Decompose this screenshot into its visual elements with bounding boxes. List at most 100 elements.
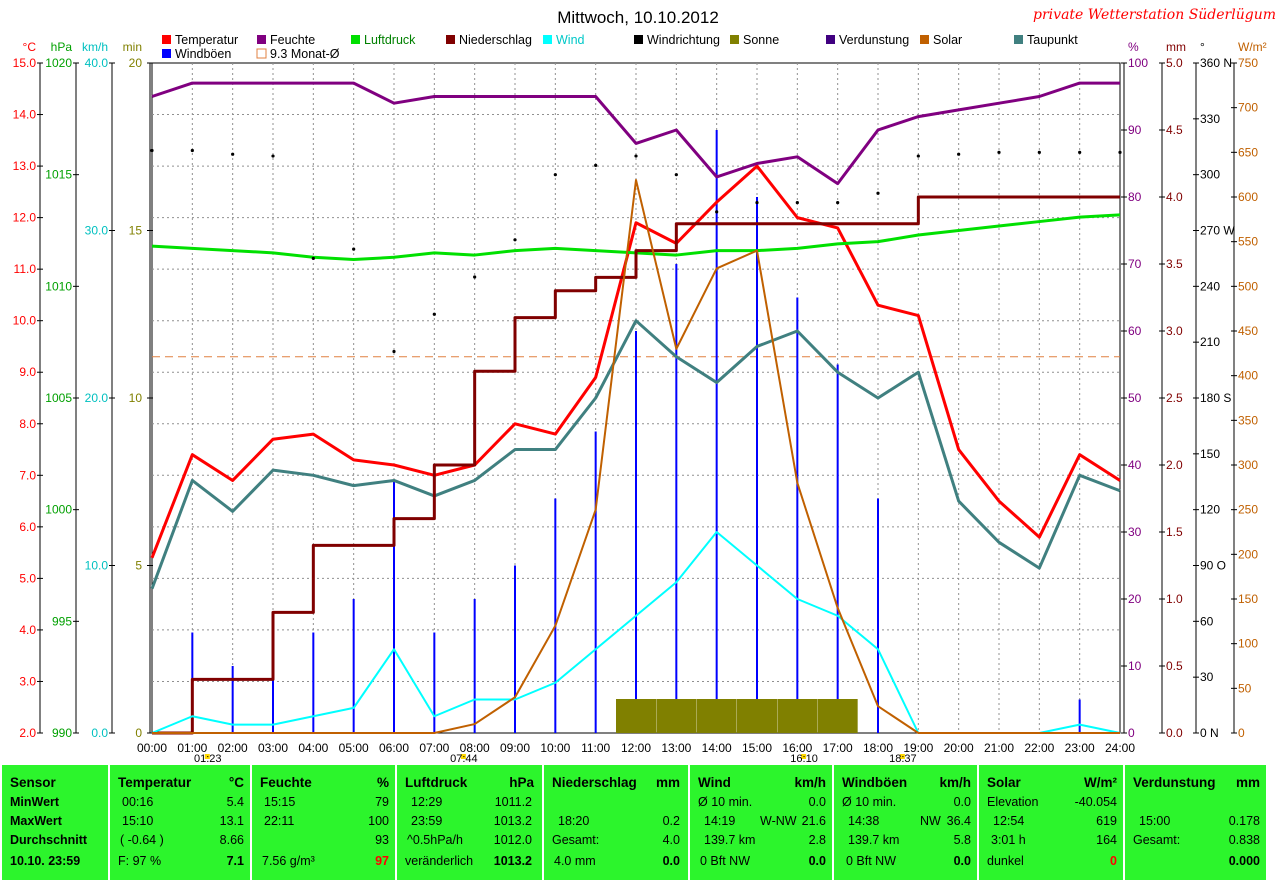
- x-tick-label: 17:00: [823, 741, 853, 755]
- solar-tick-label: 150: [1238, 592, 1258, 606]
- solar-tick-label: 750: [1238, 56, 1258, 70]
- wind-min-label: Ø 10 min.: [698, 795, 753, 809]
- wind-direction-point: [432, 312, 436, 316]
- dir-tick-label: 30: [1200, 670, 1214, 684]
- dir-tick-label: 300: [1200, 168, 1220, 182]
- solar-tick-label: 700: [1238, 101, 1258, 115]
- wind-direction-point: [876, 191, 880, 195]
- temp-tick-label: 14.0: [13, 108, 37, 122]
- dir-tick-label: 330: [1200, 112, 1220, 126]
- wind-direction-point: [513, 238, 517, 242]
- x-tick-label: 08:00: [460, 741, 490, 755]
- press-max-val: 1013.2: [493, 814, 532, 828]
- legend-swatch: [257, 35, 266, 44]
- time-marker-label: 16:10: [790, 753, 818, 762]
- gust-avg-val: 5.8: [953, 833, 971, 847]
- wind-tick-label: 30.0: [85, 224, 109, 238]
- press-tick-label: 1015: [45, 168, 72, 182]
- rain-tick-label: 2.5: [1166, 391, 1183, 405]
- wind-direction-point: [836, 200, 840, 205]
- hum-min-time: 15:15: [264, 795, 296, 809]
- sensor-min: MinWert: [10, 795, 60, 809]
- wind-direction-point: [352, 247, 356, 251]
- legend-swatch: [351, 35, 360, 44]
- time-marker-box: [204, 754, 210, 759]
- hum-unit: %: [1128, 40, 1139, 54]
- x-tick-label: 20:00: [944, 741, 974, 755]
- dir-tick-label: 270 W: [1200, 224, 1235, 238]
- x-tick-label: 15:00: [742, 741, 772, 755]
- legend-label: Sonne: [743, 33, 779, 47]
- wind-direction-point: [553, 173, 557, 177]
- wind-avg-label: 139.7 km: [704, 833, 756, 847]
- dir-tick-label: 240: [1200, 279, 1220, 293]
- hum-tick-label: 70: [1128, 257, 1142, 271]
- x-tick-label: 01:00: [177, 741, 207, 755]
- time-marker-box: [460, 754, 466, 759]
- wind-max-val: 21.6: [801, 814, 826, 828]
- x-tick-label: 16:00: [782, 741, 812, 755]
- press-tick-label: 990: [52, 726, 72, 740]
- rain-avg-val: 4.0: [662, 833, 680, 847]
- wind-direction-point: [594, 163, 598, 167]
- wind-tick-label: 20.0: [85, 391, 109, 405]
- legend-label: Feuchte: [270, 33, 315, 47]
- hum-header: Feuchte: [260, 775, 312, 790]
- wind-max-dir: W-NW: [760, 814, 797, 828]
- wind-direction-point: [1118, 150, 1122, 154]
- x-tick-label: 13:00: [661, 741, 691, 755]
- panel-wind: Wind km/h Ø 10 min. 0.0 14:19 W-NW 21.6 …: [690, 765, 832, 880]
- press-min-time: 12:29: [411, 795, 443, 809]
- legend-swatch: [162, 49, 171, 58]
- time-marker-box: [801, 754, 807, 759]
- x-tick-label: 04:00: [298, 741, 328, 755]
- gust-avg-label: 139.7 km: [848, 833, 900, 847]
- rain-now-val: 0.0: [662, 854, 680, 868]
- hum-tick-label: 60: [1128, 324, 1142, 338]
- x-tick-label: 23:00: [1065, 741, 1095, 755]
- gust-min-label: Ø 10 min.: [842, 795, 897, 809]
- legend-swatch: [826, 35, 835, 44]
- legend-swatch: [634, 35, 643, 44]
- gust-unit: km/h: [939, 775, 971, 790]
- panel-evap: Verdunstung mm 15:00 0.178 Gesamt: 0.838…: [1125, 765, 1266, 880]
- panel-hum: Feuchte % 15:15 79 22:11 100 93 7.56 g/m…: [252, 765, 395, 880]
- temp-min-val: 5.4: [226, 795, 244, 809]
- evap-max-val: 0.178: [1228, 814, 1260, 828]
- wind-direction-point: [674, 173, 678, 177]
- solar-tick-label: 450: [1238, 324, 1258, 338]
- legend-label: Temperatur: [175, 33, 238, 47]
- x-tick-label: 09:00: [500, 741, 530, 755]
- x-tick-label: 19:00: [903, 741, 933, 755]
- evap-max-time: 15:00: [1139, 814, 1171, 828]
- solar-avg-label: 3:01 h: [991, 833, 1026, 847]
- min-tick-label: 20: [129, 56, 143, 70]
- press-tick-label: 1000: [45, 503, 72, 517]
- wind-unit: km/h: [82, 40, 108, 54]
- min-tick-label: 0: [135, 726, 142, 740]
- hum-avg-val: 93: [375, 833, 389, 847]
- wind-now-label: 0 Bft NW: [700, 854, 751, 868]
- hum-tick-label: 80: [1128, 190, 1142, 204]
- x-tick-label: 11:00: [581, 741, 610, 755]
- legend-label: Verdunstung: [839, 33, 909, 47]
- hum-tick-label: 0: [1128, 726, 1135, 740]
- wind-unit: km/h: [794, 775, 826, 790]
- wind-direction-point: [311, 256, 315, 261]
- evap-avg-val: 0.838: [1228, 833, 1260, 847]
- min-tick-label: 10: [129, 391, 143, 405]
- wind-direction-point: [190, 148, 194, 153]
- solar-tick-label: 200: [1238, 547, 1258, 561]
- series-line-feuchte: [151, 81, 1120, 186]
- hum-tick-label: 10: [1128, 659, 1142, 673]
- hum-now-val: 97: [375, 854, 389, 868]
- temp-tick-label: 4.0: [19, 623, 36, 637]
- hum-max-time: 22:11: [264, 814, 295, 828]
- hum-tick-label: 40: [1128, 458, 1142, 472]
- temp-tick-label: 7.0: [19, 468, 36, 482]
- sunshine-bar: [656, 699, 697, 733]
- series-line-niederschlag: [152, 195, 1120, 735]
- time-marker-label: 01:23: [194, 753, 222, 762]
- legend-swatch: [920, 35, 929, 44]
- legend-label: Solar: [933, 33, 962, 47]
